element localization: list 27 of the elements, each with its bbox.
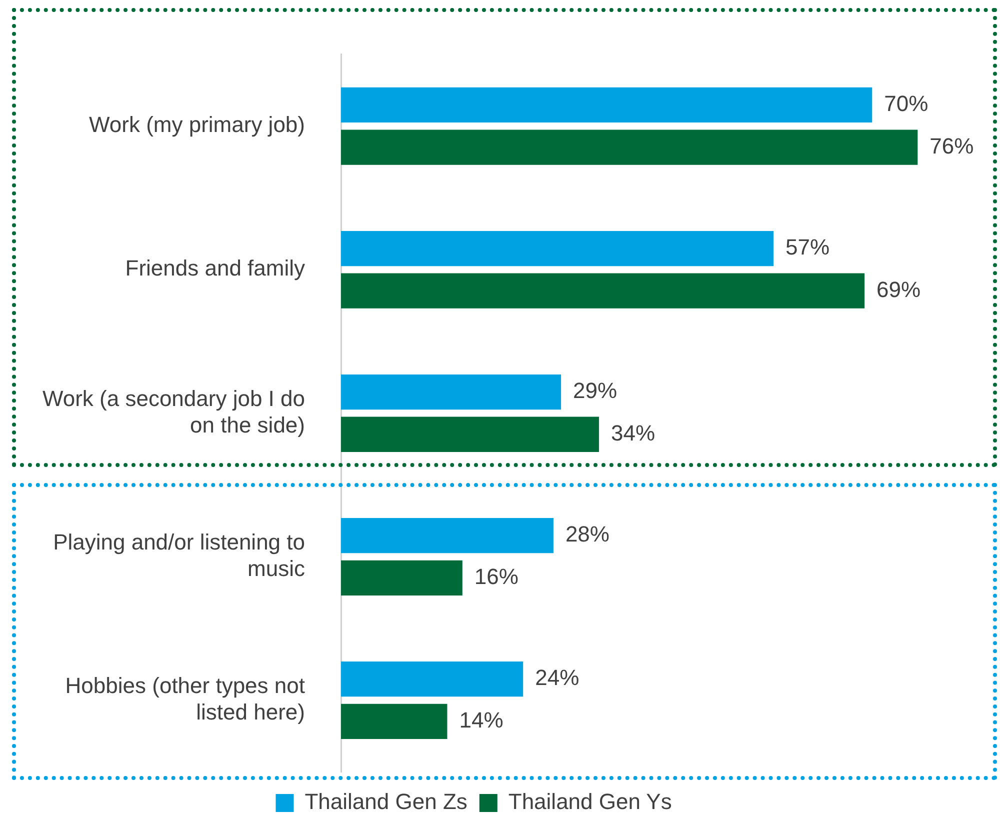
legend-label: Thailand Gen Zs [304, 789, 468, 814]
data-label: 16% [474, 564, 518, 589]
bar [341, 518, 554, 554]
bar [341, 130, 918, 165]
data-label: 70% [884, 91, 928, 116]
bar [341, 416, 599, 452]
data-label: 69% [876, 276, 921, 302]
bar [341, 87, 872, 123]
y-tick-label: Work (a secondary job I do on the side) [42, 386, 305, 438]
y-tick-label: Hobbies (other types not listed here) [65, 673, 305, 725]
data-label: 57% [785, 234, 830, 260]
bar [341, 560, 462, 596]
bar [341, 230, 774, 266]
data-label: 24% [535, 665, 580, 690]
data-label: 29% [573, 378, 618, 404]
data-label: 28% [565, 522, 610, 547]
y-tick-label: Work (my primary job) [89, 112, 305, 138]
data-label: 34% [610, 420, 656, 446]
bar [341, 662, 524, 697]
y-tick-label: Friends and family [125, 256, 305, 281]
data-label: 14% [459, 707, 504, 732]
legend-label: Thailand Gen Ys [508, 789, 672, 814]
bar [341, 704, 448, 739]
bar [341, 374, 562, 410]
y-tick-label: Playing and/or listening to music [53, 530, 305, 581]
data-label: 76% [930, 133, 974, 158]
bar [341, 273, 865, 308]
